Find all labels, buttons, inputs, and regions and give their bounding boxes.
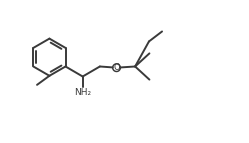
Text: O: O (113, 63, 120, 72)
Text: NH₂: NH₂ (74, 88, 91, 97)
